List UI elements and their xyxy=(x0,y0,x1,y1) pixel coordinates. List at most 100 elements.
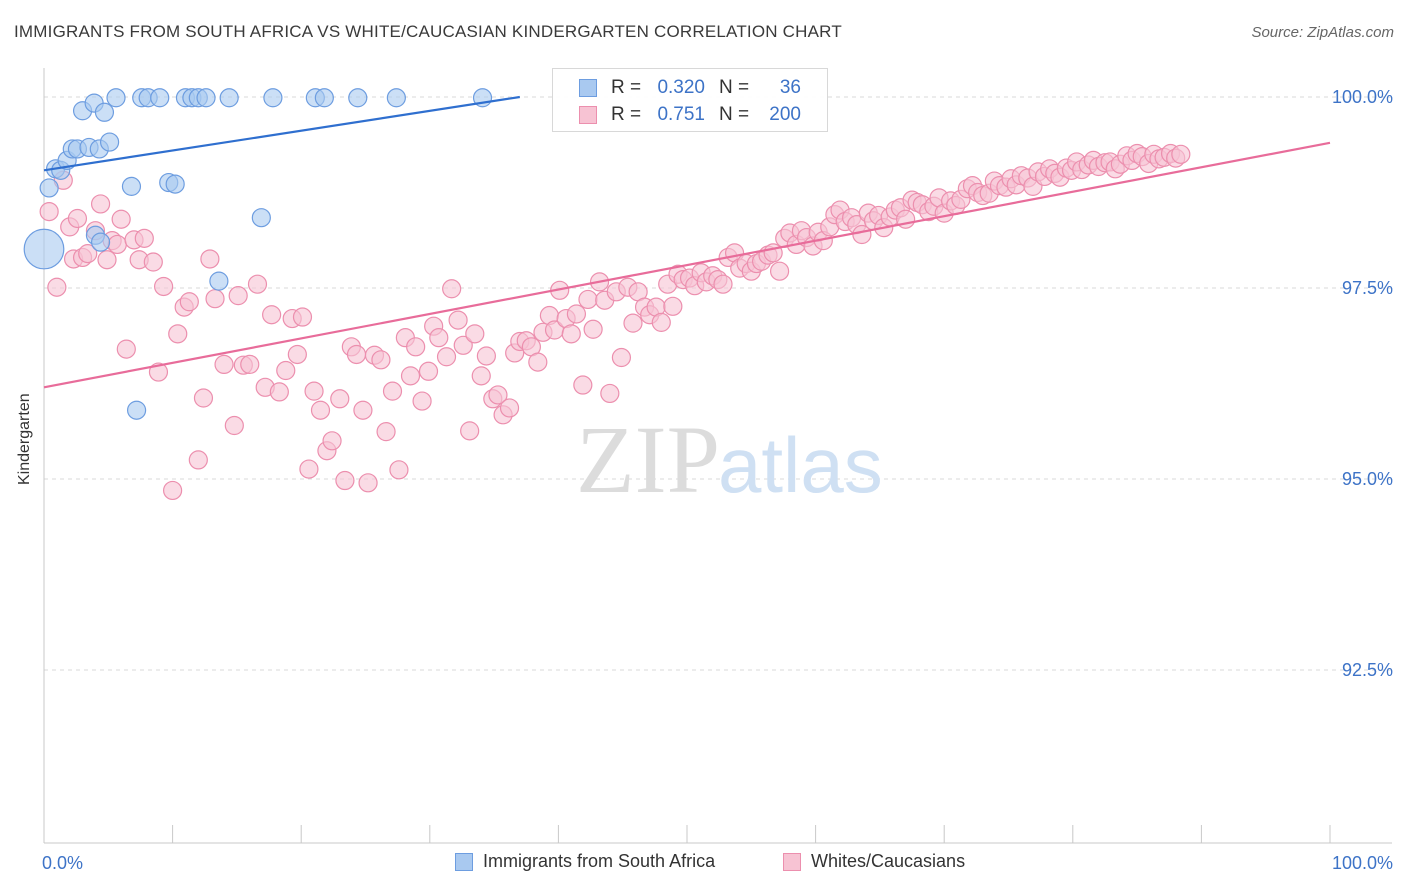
y-tick-label: 97.5% xyxy=(1342,278,1393,298)
whites-point[interactable] xyxy=(193,388,214,408)
whites-point[interactable] xyxy=(134,228,154,248)
whites-point[interactable] xyxy=(168,324,188,344)
whites-point[interactable] xyxy=(448,310,468,330)
whites-point[interactable] xyxy=(116,339,136,359)
south-africa-point[interactable] xyxy=(219,88,239,108)
whites-point[interactable] xyxy=(67,208,88,229)
whites-point[interactable] xyxy=(276,360,296,381)
legend-r-label: R = xyxy=(611,104,642,125)
whites-point[interactable] xyxy=(262,305,282,325)
whites-point[interactable] xyxy=(47,277,67,297)
whites-point[interactable] xyxy=(322,431,342,451)
whites-point[interactable] xyxy=(247,274,268,294)
whites-point[interactable] xyxy=(188,450,208,470)
whites-point[interactable] xyxy=(179,292,199,312)
legend-item-whites[interactable]: Whites/Caucasians xyxy=(783,851,965,872)
whites-point[interactable] xyxy=(400,366,421,386)
whites-point[interactable] xyxy=(335,470,355,491)
whites-point[interactable] xyxy=(429,328,449,348)
whites-point[interactable] xyxy=(292,307,313,327)
whites-point[interactable] xyxy=(228,286,248,306)
south-africa-point[interactable] xyxy=(23,228,65,270)
south-africa-point[interactable] xyxy=(106,88,126,108)
whites-point[interactable] xyxy=(566,304,587,324)
south-africa-point[interactable] xyxy=(314,88,334,108)
south-africa-point[interactable] xyxy=(99,132,120,152)
whites-point[interactable] xyxy=(39,202,59,222)
whites-point[interactable] xyxy=(528,352,548,372)
whites-point[interactable] xyxy=(78,244,98,264)
whites-point[interactable] xyxy=(107,234,127,255)
whites-point[interactable] xyxy=(578,289,598,310)
whites-point[interactable] xyxy=(200,249,220,269)
whites-point[interactable] xyxy=(651,312,671,332)
whites-point[interactable] xyxy=(460,421,480,441)
whites-point[interactable] xyxy=(412,391,432,411)
whites-point[interactable] xyxy=(224,415,244,436)
whites-point[interactable] xyxy=(436,347,457,367)
whites-point[interactable] xyxy=(97,250,117,270)
whites-point[interactable] xyxy=(389,460,409,480)
trend-line-whites xyxy=(43,141,1331,389)
y-tick-label: 95.0% xyxy=(1342,469,1393,489)
whites-point[interactable] xyxy=(90,194,111,214)
whites-point[interactable] xyxy=(465,324,485,344)
south-africa-point[interactable] xyxy=(209,271,229,291)
whites-point[interactable] xyxy=(453,335,473,355)
whites-point[interactable] xyxy=(769,261,790,281)
south-africa-point[interactable] xyxy=(94,102,115,122)
south-africa-point[interactable] xyxy=(39,178,59,198)
whites-point[interactable] xyxy=(163,480,183,501)
whites-point[interactable] xyxy=(111,209,131,229)
whites-point[interactable] xyxy=(611,347,632,368)
whites-point[interactable] xyxy=(287,344,307,365)
whites-point[interactable] xyxy=(499,398,520,418)
x-tick-label-end: 100.0% xyxy=(1332,853,1393,873)
south-africa-point[interactable] xyxy=(121,176,142,196)
whites-point[interactable] xyxy=(418,361,439,381)
whites-point[interactable] xyxy=(488,385,508,405)
whites-point[interactable] xyxy=(214,354,234,374)
whites-point[interactable] xyxy=(713,274,733,294)
whites-point[interactable] xyxy=(240,354,260,374)
whites-point[interactable] xyxy=(304,381,324,401)
whites-point[interactable] xyxy=(148,362,169,382)
correlation-legend: R = 0.320 N = 36 R = 0.751 N = 200 xyxy=(552,68,828,132)
south-africa-point[interactable] xyxy=(150,88,170,108)
whites-point[interactable] xyxy=(442,279,462,299)
whites-point[interactable] xyxy=(1171,144,1191,164)
whites-point[interactable] xyxy=(573,375,593,395)
whites-point[interactable] xyxy=(143,252,163,272)
south-africa-point[interactable] xyxy=(263,88,283,108)
whites-point[interactable] xyxy=(310,400,331,420)
legend-item-south-africa[interactable]: Immigrants from South Africa xyxy=(455,851,715,872)
whites-point[interactable] xyxy=(371,350,391,370)
whites-point[interactable] xyxy=(376,422,396,442)
whites-point[interactable] xyxy=(583,319,603,339)
south-africa-point[interactable] xyxy=(126,400,147,420)
south-africa-point[interactable] xyxy=(348,88,368,108)
y-tick-label: 100.0% xyxy=(1332,87,1393,107)
watermark-atlas: atlas xyxy=(718,421,883,509)
whites-point[interactable] xyxy=(330,389,350,409)
whites-point[interactable] xyxy=(476,346,496,366)
whites-point[interactable] xyxy=(153,276,174,297)
whites-point[interactable] xyxy=(623,313,643,333)
whites-point[interactable] xyxy=(561,324,581,344)
whites-point[interactable] xyxy=(346,344,367,365)
whites-point[interactable] xyxy=(353,400,373,420)
south-africa-point[interactable] xyxy=(90,232,111,252)
whites-point[interactable] xyxy=(663,296,683,316)
whites-point[interactable] xyxy=(299,459,319,479)
south-africa-point[interactable] xyxy=(386,88,406,108)
south-africa-point[interactable] xyxy=(251,208,271,228)
whites-point[interactable] xyxy=(358,473,378,493)
whites-point[interactable] xyxy=(382,381,403,401)
south-africa-point[interactable] xyxy=(196,88,216,108)
whites-point[interactable] xyxy=(269,382,289,402)
whites-point[interactable] xyxy=(600,383,620,404)
whites-point[interactable] xyxy=(471,366,491,386)
whites-point[interactable] xyxy=(406,337,426,357)
south-africa-point[interactable] xyxy=(165,174,185,194)
whites-point[interactable] xyxy=(205,289,225,309)
